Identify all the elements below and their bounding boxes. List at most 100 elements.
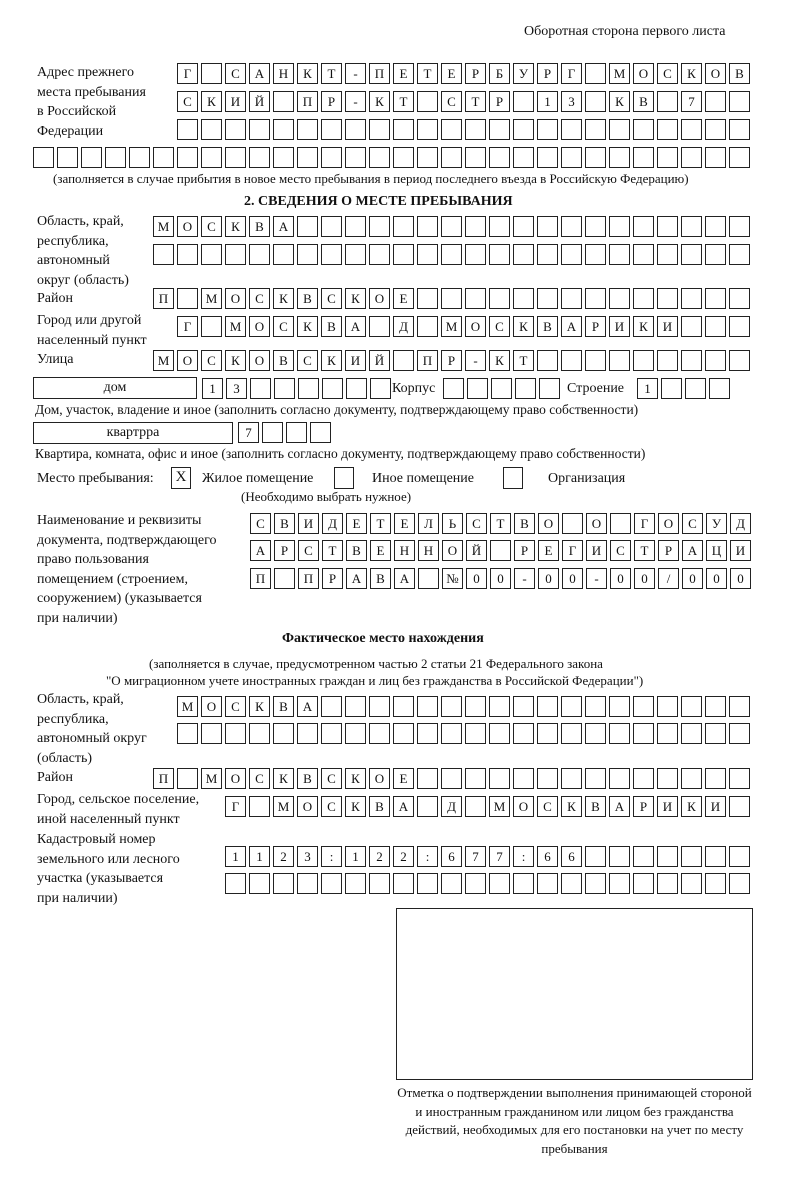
char-cell[interactable]	[465, 119, 486, 140]
char-cell[interactable]: 6	[537, 846, 558, 867]
char-cell[interactable]	[681, 288, 702, 309]
char-cell[interactable]: О	[177, 216, 198, 237]
char-cell[interactable]: Р	[322, 568, 343, 589]
char-cell[interactable]: С	[225, 696, 246, 717]
char-cell[interactable]	[273, 119, 294, 140]
char-cell[interactable]: М	[201, 288, 222, 309]
char-cell[interactable]	[657, 723, 678, 744]
char-cell[interactable]	[537, 119, 558, 140]
char-cell[interactable]: 0	[538, 568, 559, 589]
char-cell[interactable]	[705, 288, 726, 309]
char-cell[interactable]	[729, 873, 750, 894]
char-cell[interactable]: Т	[322, 540, 343, 561]
char-cell[interactable]: М	[201, 768, 222, 789]
char-cell[interactable]: А	[249, 63, 270, 84]
char-cell[interactable]: С	[177, 91, 198, 112]
char-cell[interactable]	[201, 723, 222, 744]
char-cell[interactable]: Г	[177, 63, 198, 84]
char-cell[interactable]	[729, 846, 750, 867]
char-cell[interactable]: С	[321, 768, 342, 789]
char-cell[interactable]: Р	[537, 63, 558, 84]
char-cell[interactable]: 7	[681, 91, 702, 112]
char-cell[interactable]	[585, 147, 606, 168]
char-cell[interactable]	[661, 378, 682, 399]
char-cell[interactable]	[585, 846, 606, 867]
char-cell[interactable]: М	[153, 350, 174, 371]
char-cell[interactable]: Б	[489, 63, 510, 84]
char-cell[interactable]	[729, 216, 750, 237]
char-cell[interactable]	[369, 873, 390, 894]
char-cell[interactable]: М	[441, 316, 462, 337]
char-cell[interactable]	[417, 216, 438, 237]
char-cell[interactable]: О	[225, 288, 246, 309]
char-cell[interactable]: К	[681, 63, 702, 84]
char-cell[interactable]	[249, 119, 270, 140]
char-cell[interactable]	[681, 147, 702, 168]
char-cell[interactable]	[585, 91, 606, 112]
char-cell[interactable]	[201, 119, 222, 140]
char-cell[interactable]: №	[442, 568, 463, 589]
char-cell[interactable]	[609, 873, 630, 894]
char-cell[interactable]	[286, 422, 307, 443]
char-cell[interactable]	[417, 244, 438, 265]
char-cell[interactable]	[225, 147, 246, 168]
char-cell[interactable]: -	[514, 568, 535, 589]
char-cell[interactable]: Е	[393, 288, 414, 309]
char-cell[interactable]	[729, 350, 750, 371]
char-cell[interactable]	[417, 873, 438, 894]
char-cell[interactable]: 1	[537, 91, 558, 112]
char-cell[interactable]	[729, 147, 750, 168]
char-cell[interactable]: Е	[441, 63, 462, 84]
char-cell[interactable]: К	[225, 350, 246, 371]
char-cell[interactable]: 0	[706, 568, 727, 589]
char-cell[interactable]: -	[345, 91, 366, 112]
char-cell[interactable]	[369, 244, 390, 265]
char-cell[interactable]: В	[514, 513, 535, 534]
char-cell[interactable]	[321, 723, 342, 744]
char-cell[interactable]: Р	[514, 540, 535, 561]
char-cell[interactable]	[513, 244, 534, 265]
house-type-field[interactable]: дом	[33, 377, 197, 399]
char-cell[interactable]	[609, 723, 630, 744]
char-cell[interactable]: А	[273, 216, 294, 237]
char-cell[interactable]	[465, 796, 486, 817]
char-cell[interactable]: К	[513, 316, 534, 337]
char-cell[interactable]	[585, 350, 606, 371]
char-cell[interactable]: Г	[562, 540, 583, 561]
char-cell[interactable]: Ц	[706, 540, 727, 561]
char-cell[interactable]	[105, 147, 126, 168]
char-cell[interactable]	[297, 119, 318, 140]
char-cell[interactable]	[249, 147, 270, 168]
char-cell[interactable]	[417, 288, 438, 309]
char-cell[interactable]	[681, 316, 702, 337]
char-cell[interactable]: Н	[418, 540, 439, 561]
char-cell[interactable]: Е	[394, 513, 415, 534]
char-cell[interactable]: А	[346, 568, 367, 589]
char-cell[interactable]: С	[466, 513, 487, 534]
char-cell[interactable]	[322, 378, 343, 399]
char-cell[interactable]: О	[705, 63, 726, 84]
char-cell[interactable]: К	[561, 796, 582, 817]
char-cell[interactable]: А	[394, 568, 415, 589]
char-cell[interactable]	[465, 288, 486, 309]
char-cell[interactable]	[346, 378, 367, 399]
char-cell[interactable]: Г	[177, 316, 198, 337]
char-cell[interactable]	[561, 216, 582, 237]
char-cell[interactable]	[729, 723, 750, 744]
char-cell[interactable]	[465, 723, 486, 744]
char-cell[interactable]	[297, 723, 318, 744]
char-cell[interactable]	[467, 378, 488, 399]
char-cell[interactable]: Д	[322, 513, 343, 534]
char-cell[interactable]: Р	[489, 91, 510, 112]
char-cell[interactable]	[393, 873, 414, 894]
char-cell[interactable]: С	[657, 63, 678, 84]
char-cell[interactable]: Р	[633, 796, 654, 817]
char-cell[interactable]: П	[369, 63, 390, 84]
char-cell[interactable]: П	[250, 568, 271, 589]
char-cell[interactable]: П	[297, 91, 318, 112]
char-cell[interactable]: О	[658, 513, 679, 534]
char-cell[interactable]	[633, 768, 654, 789]
